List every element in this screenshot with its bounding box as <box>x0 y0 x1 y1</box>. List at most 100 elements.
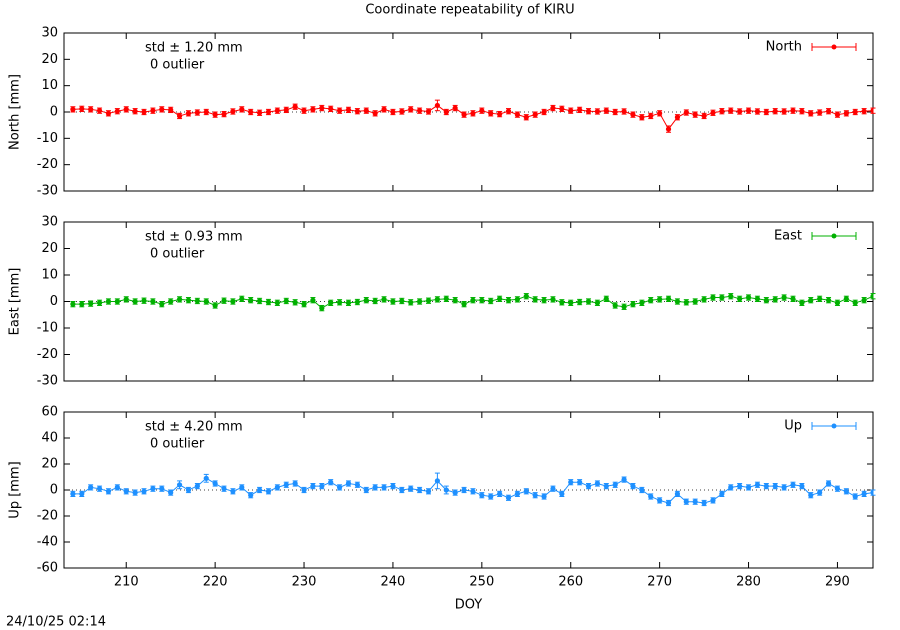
data-point <box>79 106 85 112</box>
data-point <box>194 298 200 304</box>
x-axis-label: DOY <box>455 598 483 613</box>
y-tick-label: -30 <box>37 184 58 199</box>
data-point <box>585 483 592 489</box>
data-point <box>710 497 716 503</box>
data-point <box>577 479 583 485</box>
data-point <box>719 294 725 301</box>
data-point <box>488 493 494 500</box>
y-tick-label: 0 <box>50 105 58 120</box>
data-point <box>692 298 698 305</box>
data-point <box>523 488 529 494</box>
chart-title: Coordinate repeatability of KIRU <box>365 3 574 18</box>
x-tick-label: 270 <box>647 575 672 590</box>
data-point <box>630 483 636 489</box>
data-point <box>497 296 503 302</box>
data-point <box>790 296 796 302</box>
std-annotation: std ± 4.20 mm <box>145 420 243 435</box>
data-point <box>745 294 752 301</box>
data-point <box>577 299 583 305</box>
outlier-annotation: 0 outlier <box>150 437 205 452</box>
data-point <box>408 106 414 112</box>
data-point <box>70 106 76 112</box>
y-tick-label: 20 <box>41 457 58 472</box>
data-point <box>417 108 423 114</box>
data-point <box>497 111 503 117</box>
data-point <box>443 109 449 115</box>
data-point <box>96 486 103 492</box>
data-point <box>550 486 556 492</box>
legend-label: Up <box>784 419 802 434</box>
data-point <box>354 482 360 488</box>
data-point <box>568 108 574 114</box>
data-point <box>594 300 601 306</box>
data-point <box>372 484 378 490</box>
data-point <box>461 487 467 493</box>
data-point <box>417 487 423 493</box>
data-point <box>834 300 841 306</box>
data-point <box>692 499 698 505</box>
data-point <box>417 298 423 305</box>
data-point <box>630 301 636 307</box>
data-point <box>319 105 325 111</box>
data-point <box>248 297 254 303</box>
data-point <box>781 108 787 115</box>
data-point <box>737 296 743 302</box>
data-point <box>274 484 280 490</box>
data-point <box>825 108 832 114</box>
data-point <box>550 296 556 302</box>
data-point <box>603 483 609 489</box>
outlier-annotation: 0 outlier <box>150 58 205 73</box>
data-point <box>70 491 76 497</box>
y-tick-label: 30 <box>41 26 58 41</box>
data-point <box>212 112 218 118</box>
data-point <box>274 108 280 114</box>
data-point <box>639 300 645 306</box>
data-point <box>283 298 289 304</box>
data-point <box>612 109 618 115</box>
timestamp: 24/10/25 02:14 <box>6 615 106 630</box>
data-point <box>861 108 867 114</box>
data-point <box>390 483 396 489</box>
data-point <box>523 114 529 120</box>
data-point <box>230 298 236 305</box>
data-point <box>328 106 334 112</box>
data-point <box>452 105 458 111</box>
data-point <box>301 487 307 493</box>
data-point <box>674 298 681 305</box>
y-tick-label: -60 <box>37 561 58 576</box>
data-point <box>114 108 120 114</box>
data-point <box>817 296 823 302</box>
data-point <box>497 491 503 497</box>
data-point <box>843 110 849 116</box>
data-point <box>443 487 449 493</box>
data-point <box>568 300 574 306</box>
data-point <box>381 484 387 490</box>
data-point <box>203 475 209 481</box>
data-point <box>603 108 609 114</box>
data-point <box>265 109 272 115</box>
data-point <box>852 300 858 306</box>
data-point <box>372 298 378 304</box>
legend-label: East <box>774 229 802 244</box>
data-point <box>657 497 663 503</box>
legend-symbol <box>831 233 837 239</box>
data-point <box>168 490 174 496</box>
data-point <box>541 109 547 115</box>
data-point <box>168 298 174 305</box>
data-point <box>505 495 512 501</box>
data-point <box>203 298 209 305</box>
data-point <box>256 110 263 116</box>
data-point <box>176 482 183 488</box>
data-point <box>425 108 432 115</box>
data-point <box>754 482 761 488</box>
data-point <box>799 483 805 489</box>
data-point <box>612 302 618 309</box>
data-point <box>505 297 512 303</box>
data-point <box>132 298 138 305</box>
legend-symbol <box>831 44 837 50</box>
data-point <box>514 112 520 118</box>
data-point <box>345 107 352 113</box>
data-point <box>683 499 689 505</box>
data-point <box>745 108 752 114</box>
